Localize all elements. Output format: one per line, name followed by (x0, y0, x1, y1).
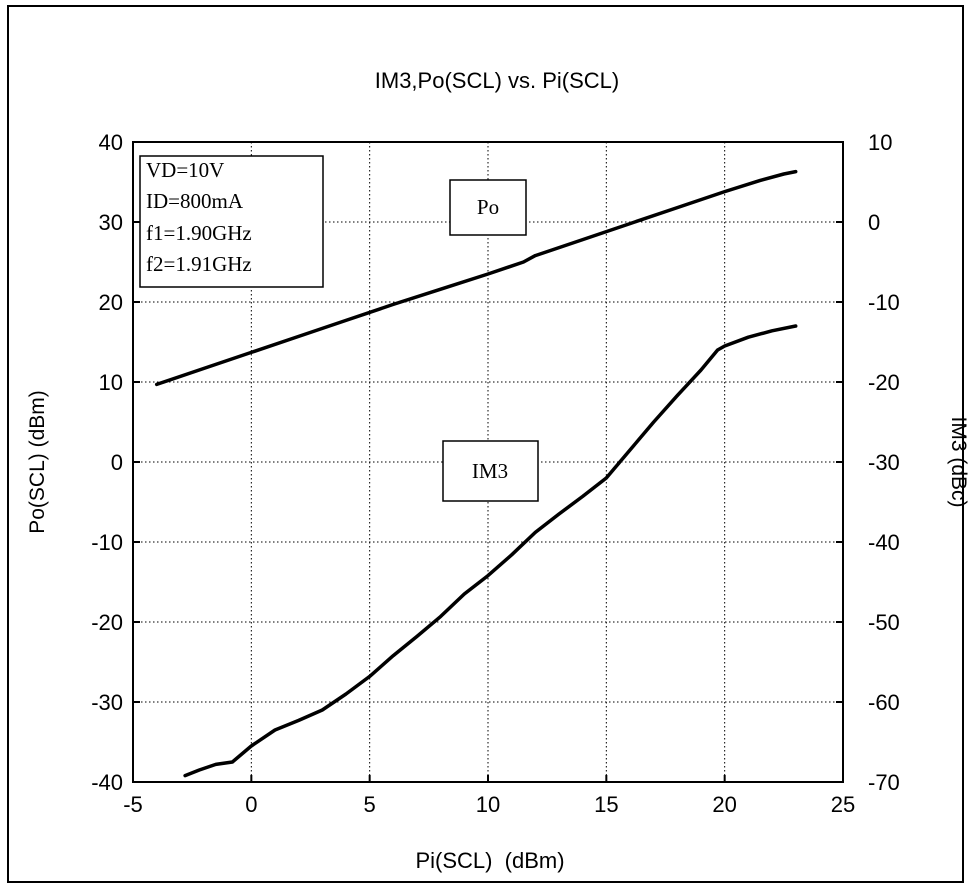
x-tick-label: 5 (364, 792, 376, 817)
condition-vd: VD=10V (146, 158, 224, 182)
y2-tick-label: -10 (868, 290, 900, 315)
y-tick-label: 40 (99, 130, 123, 155)
condition-f1: f1=1.90GHz (146, 221, 252, 245)
y-tick-label: 20 (99, 290, 123, 315)
condition-id: ID=800mA (146, 189, 244, 213)
x-tick-label: 25 (831, 792, 855, 817)
chart-title: IM3,Po(SCL) vs. Pi(SCL) (375, 68, 620, 93)
x-tick-label: 10 (476, 792, 500, 817)
y-tick-label: -20 (91, 610, 123, 635)
po-label: Po (477, 195, 499, 219)
y2-tick-label: -60 (868, 690, 900, 715)
y-tick-label: 0 (111, 450, 123, 475)
tick-layer: -5 0 5 10 15 20 25403020100-10-20-30-40100-10-… (91, 130, 900, 817)
y2-axis-label: IM3 (dBc) (947, 416, 970, 507)
y-tick-label: -30 (91, 690, 123, 715)
x-axis-label: Pi(SCL) (dBm) (415, 848, 564, 873)
y2-tick-label: -50 (868, 610, 900, 635)
y2-tick-label: -40 (868, 530, 900, 555)
y2-tick-label: -20 (868, 370, 900, 395)
po-label-box (449, 179, 527, 236)
y2-tick-label: 0 (868, 210, 880, 235)
series-layer (154, 169, 798, 778)
conditions-box (139, 155, 324, 288)
series-line-po (154, 169, 798, 387)
y-tick-label: 10 (99, 370, 123, 395)
im3-label: IM3 (472, 459, 508, 483)
y-tick-label: -40 (91, 770, 123, 795)
im3-label-box (442, 440, 539, 502)
y2-tick-label: -30 (868, 450, 900, 475)
x-tick-label: 15 (594, 792, 618, 817)
x-tick-label: 20 (712, 792, 736, 817)
x-tick-label: -5 (123, 792, 143, 817)
y-axis-label: Po(SCL) (dBm) (26, 390, 49, 534)
x-tick-label: 0 (245, 792, 257, 817)
y-tick-label: 30 (99, 210, 123, 235)
y2-tick-label: -70 (868, 770, 900, 795)
condition-f2: f2=1.91GHz (146, 252, 252, 276)
y-tick-label: -10 (91, 530, 123, 555)
series-line-im3 (183, 324, 798, 778)
y2-tick-label: 10 (868, 130, 892, 155)
